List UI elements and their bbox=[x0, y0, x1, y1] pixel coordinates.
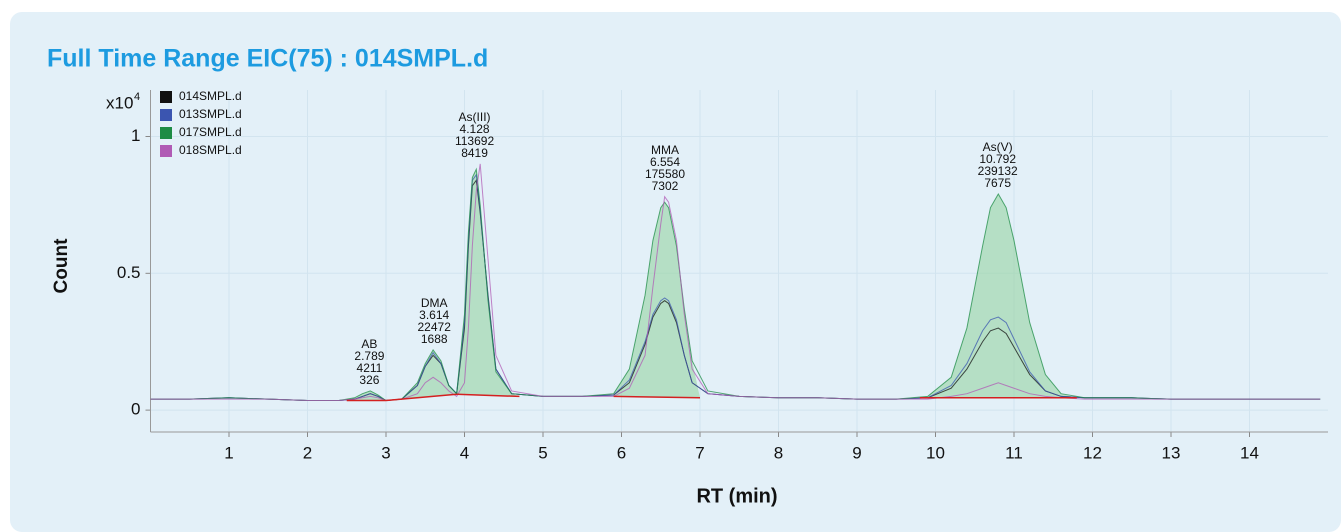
peak-label: 326 bbox=[359, 373, 379, 387]
peak-label: As(V) bbox=[983, 140, 1013, 154]
y-axis-label: Count bbox=[51, 238, 72, 294]
y-multiplier: x10 bbox=[106, 93, 133, 112]
y-tick-label: 0 bbox=[131, 400, 140, 419]
x-tick-label: 8 bbox=[774, 443, 783, 462]
peak-label: 6.554 bbox=[650, 155, 680, 169]
peak-label: 7302 bbox=[652, 179, 679, 193]
legend-label: 017SMPL.d bbox=[179, 125, 242, 139]
y-tick-label: 0.5 bbox=[117, 263, 141, 282]
x-tick-label: 12 bbox=[1083, 443, 1102, 462]
peak-label: DMA bbox=[421, 296, 448, 310]
peak-label: 113692 bbox=[455, 134, 494, 148]
legend-swatch bbox=[160, 91, 172, 103]
peak-label: AB bbox=[361, 337, 377, 351]
peak-label: 239132 bbox=[978, 164, 1018, 178]
x-tick-label: 6 bbox=[617, 443, 626, 462]
x-tick-label: 9 bbox=[852, 443, 861, 462]
x-tick-label: 1 bbox=[224, 443, 233, 462]
peak-label: 22472 bbox=[418, 320, 452, 334]
peak-fill bbox=[456, 169, 520, 397]
peak-fill bbox=[613, 202, 700, 398]
integration-baseline bbox=[385, 393, 457, 402]
y-multiplier-exponent: 4 bbox=[134, 91, 140, 103]
peak-label: 3.614 bbox=[419, 308, 449, 322]
peak-label: 1688 bbox=[421, 332, 448, 346]
x-tick-label: 11 bbox=[1005, 443, 1023, 462]
chart-title: Full Time Range EIC(75) : 014SMPL.d bbox=[47, 45, 488, 73]
peak-label: 7675 bbox=[984, 176, 1011, 190]
peak-label: 4211 bbox=[357, 361, 383, 375]
x-tick-label: 4 bbox=[460, 443, 469, 462]
integration-baseline bbox=[613, 395, 701, 399]
x-tick-label: 10 bbox=[926, 443, 945, 462]
x-tick-label: 2 bbox=[303, 443, 312, 462]
x-tick-label: 14 bbox=[1240, 443, 1259, 462]
peak-label: As(III) bbox=[459, 110, 491, 124]
x-axis-label: RT (min) bbox=[696, 485, 777, 507]
peak-label: 175580 bbox=[645, 167, 685, 181]
x-tick-label: 7 bbox=[695, 443, 704, 462]
x-tick-label: 5 bbox=[538, 443, 547, 462]
x-tick-label: 13 bbox=[1162, 443, 1181, 462]
legend-label: 018SMPL.d bbox=[179, 143, 242, 157]
peak-label: 2.789 bbox=[354, 349, 384, 363]
peak-label: MMA bbox=[651, 143, 679, 157]
integration-baseline bbox=[456, 393, 520, 398]
legend-swatch bbox=[160, 127, 172, 139]
legend-label: 013SMPL.d bbox=[179, 107, 242, 121]
legend-swatch bbox=[160, 109, 172, 121]
legend-swatch bbox=[160, 145, 172, 157]
y-tick-label: 1 bbox=[131, 126, 140, 145]
peak-label: 10.792 bbox=[979, 152, 1016, 166]
legend-label: 014SMPL.d bbox=[179, 89, 242, 103]
peak-fill bbox=[919, 193, 1077, 398]
peak-label: 8419 bbox=[461, 146, 488, 160]
peak-label: 4.128 bbox=[460, 122, 490, 136]
x-tick-label: 3 bbox=[381, 443, 390, 462]
